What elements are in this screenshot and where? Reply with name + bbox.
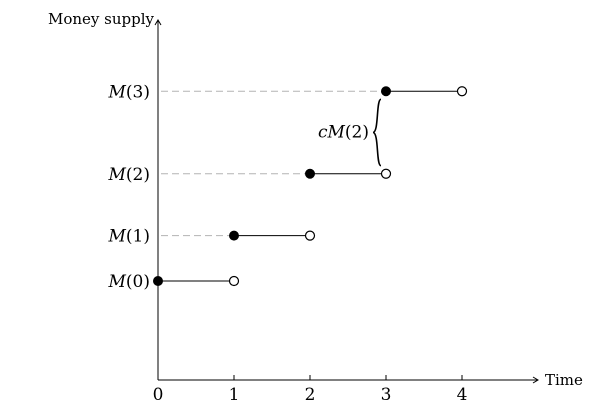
annotations: cM(2): [318, 98, 382, 167]
level-label: M(2): [107, 165, 150, 185]
closed-point: [153, 276, 163, 286]
dashed-guides: [161, 90, 381, 237]
x-axis-title: Time: [545, 371, 583, 389]
open-point: [228, 275, 240, 287]
y-axis-arrow: [154, 19, 162, 26]
x-ticks: 0 1 2 3 4: [153, 375, 468, 405]
level-label: M(3): [107, 82, 150, 102]
x-axis-arrow: [532, 376, 539, 384]
open-point: [456, 86, 468, 97]
brace: [372, 98, 382, 167]
closed-point: [381, 86, 391, 97]
open-point: [380, 168, 392, 179]
brace-label: cM(2): [318, 123, 369, 143]
open-point: [304, 230, 316, 241]
level-labels: M(0) M(1) M(2) M(3): [107, 82, 150, 292]
closed-point: [229, 230, 239, 241]
y-axis-title: Money supply: [48, 10, 155, 28]
level-label: M(0): [107, 272, 150, 292]
x-tick-label: 0: [153, 385, 164, 405]
axes: Money supply Time: [48, 10, 583, 389]
x-tick-label: 3: [381, 385, 392, 405]
x-tick-label: 1: [229, 385, 240, 405]
x-tick-label: 4: [457, 385, 468, 405]
step-segments: [153, 86, 468, 287]
closed-point: [305, 168, 315, 179]
level-label: M(1): [107, 227, 150, 247]
x-tick-label: 2: [305, 385, 316, 405]
